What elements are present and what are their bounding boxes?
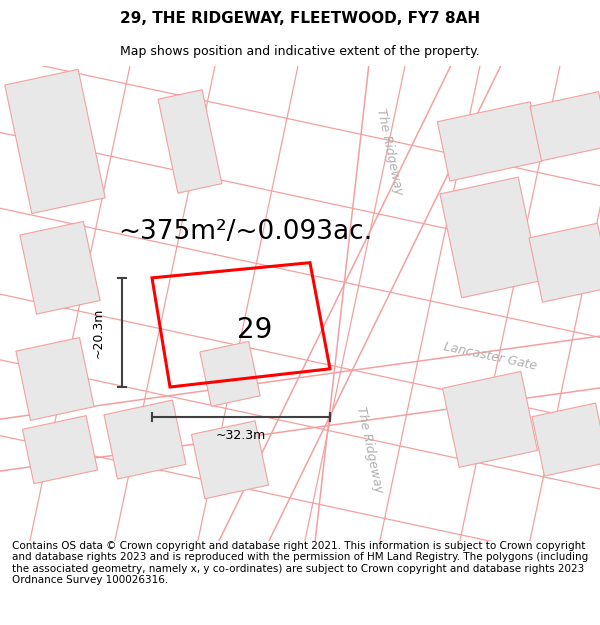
Text: ~20.3m: ~20.3m (91, 308, 104, 358)
Polygon shape (191, 421, 269, 499)
Polygon shape (440, 177, 540, 298)
Polygon shape (158, 90, 222, 193)
Polygon shape (20, 221, 100, 314)
Polygon shape (443, 371, 538, 468)
Polygon shape (437, 102, 542, 181)
Polygon shape (200, 341, 260, 406)
Text: ~375m²/~0.093ac.: ~375m²/~0.093ac. (118, 219, 372, 246)
Polygon shape (5, 69, 105, 214)
Text: Map shows position and indicative extent of the property.: Map shows position and indicative extent… (120, 45, 480, 58)
Polygon shape (104, 400, 186, 479)
Polygon shape (532, 403, 600, 476)
Text: Lancaster Gate: Lancaster Gate (442, 341, 538, 373)
Text: The Ridgeway: The Ridgeway (374, 107, 406, 196)
Polygon shape (22, 416, 98, 484)
Text: Contains OS data © Crown copyright and database right 2021. This information is : Contains OS data © Crown copyright and d… (12, 541, 588, 586)
Text: 29, THE RIDGEWAY, FLEETWOOD, FY7 8AH: 29, THE RIDGEWAY, FLEETWOOD, FY7 8AH (120, 11, 480, 26)
Text: The Ridgeway: The Ridgeway (355, 405, 386, 494)
Polygon shape (16, 338, 94, 421)
Text: 29: 29 (238, 316, 272, 344)
Text: ~32.3m: ~32.3m (216, 429, 266, 442)
Polygon shape (530, 92, 600, 161)
Polygon shape (529, 223, 600, 302)
